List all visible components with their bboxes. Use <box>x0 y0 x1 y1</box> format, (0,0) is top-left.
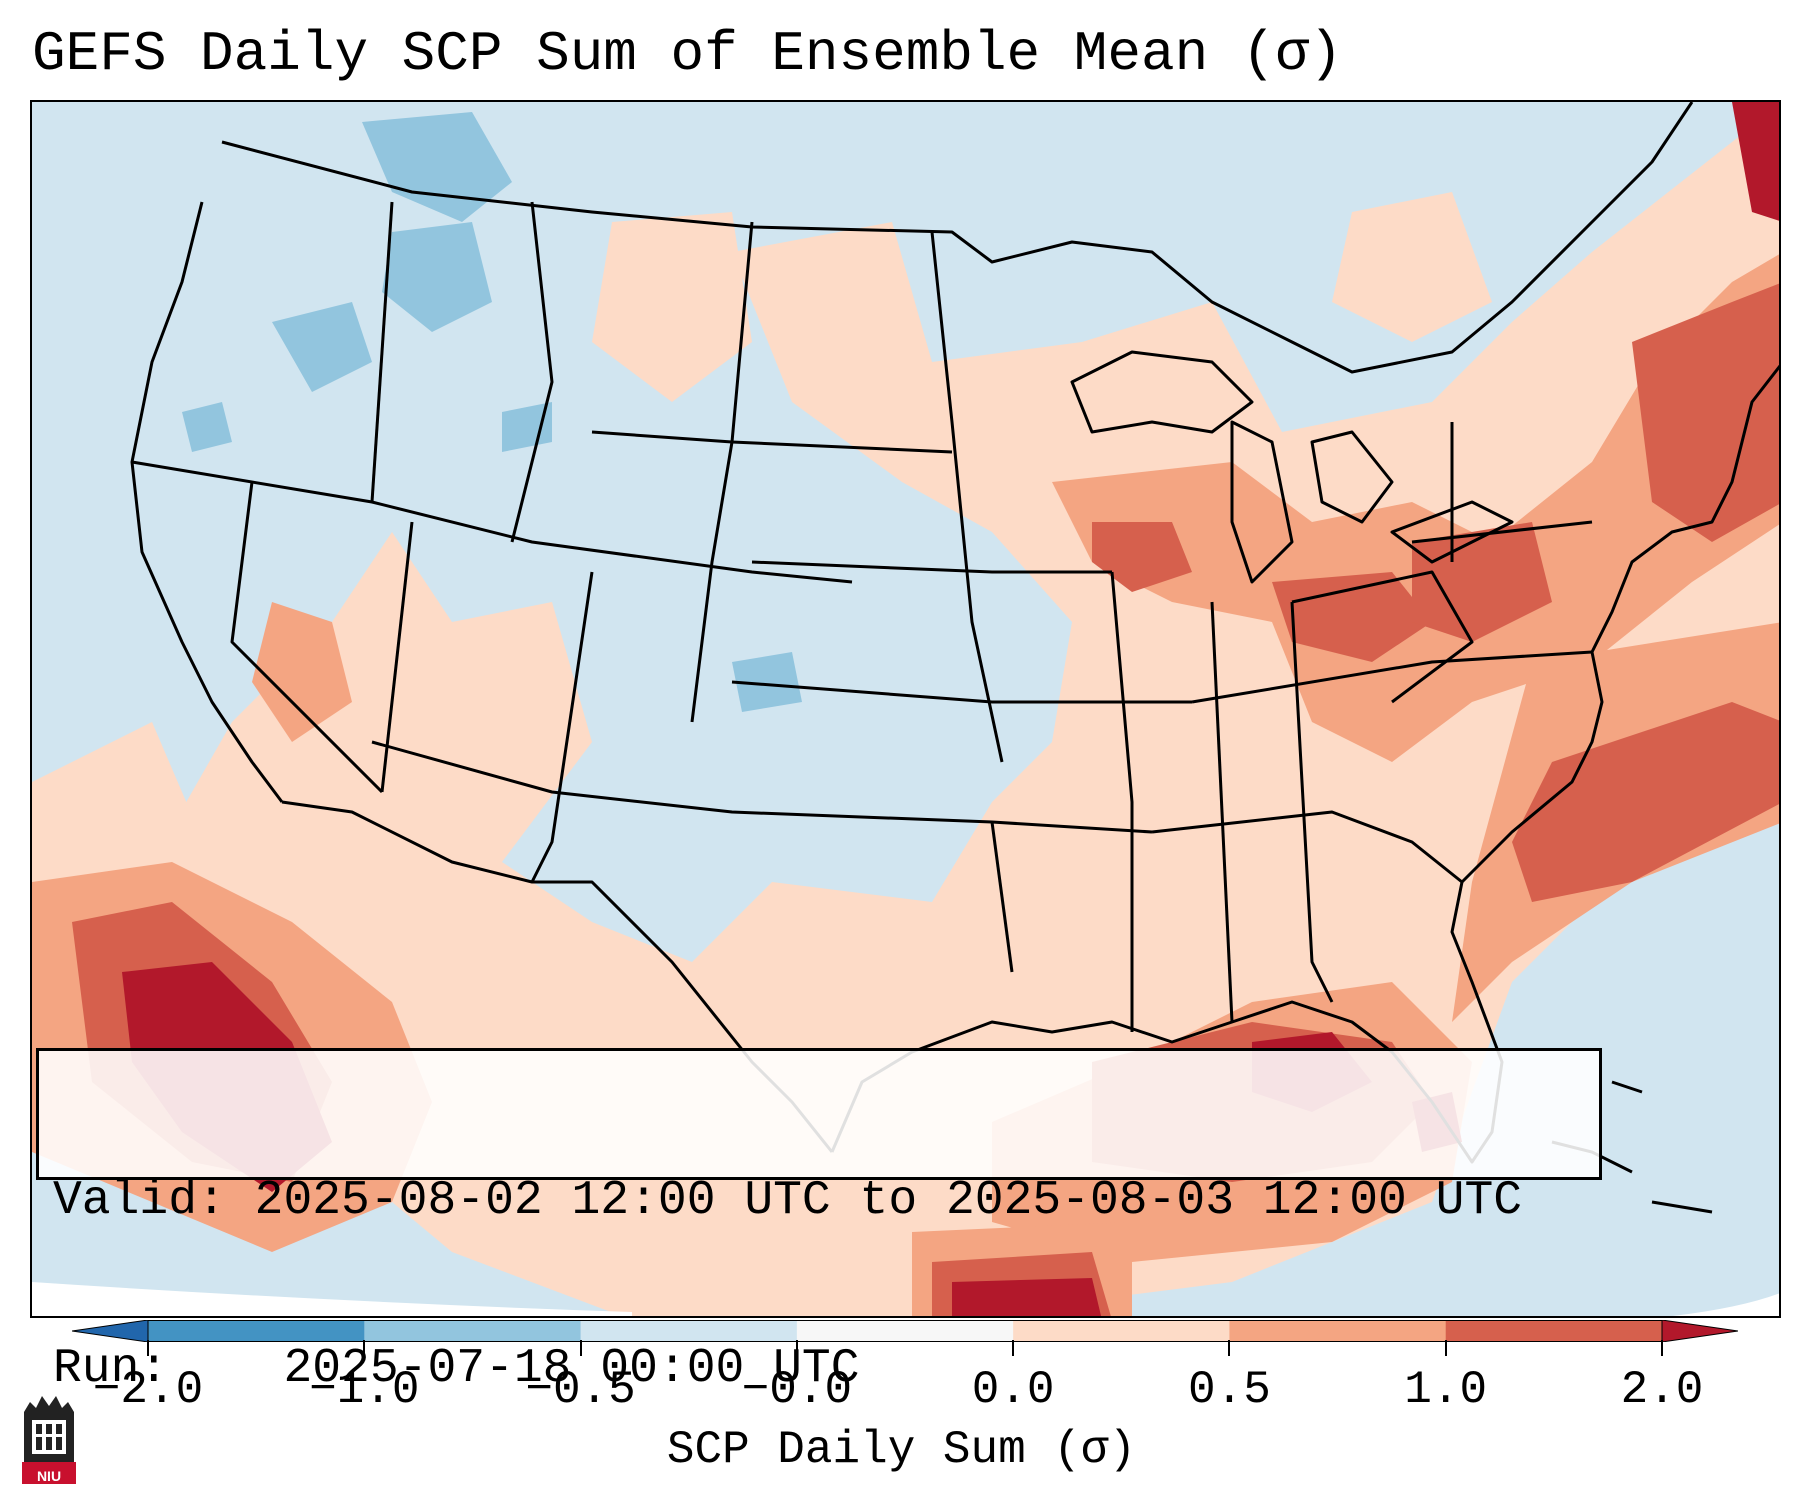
colorbar-tick-label: −2.0 <box>92 1364 204 1416</box>
run-value: 2025-07-18 00:00 UTC <box>283 1342 860 1396</box>
colorbar-tick-mark <box>1661 1340 1663 1356</box>
colorbar-tick-mark <box>579 1340 582 1356</box>
colorbar-tick-mark <box>147 1340 149 1356</box>
colorbar-tick-label: 1.0 <box>1404 1364 1488 1416</box>
colorbar-segment <box>1229 1320 1447 1342</box>
valid-line: Valid: 2025-08-02 12:00 UTC to 2025-08-0… <box>53 1173 1585 1229</box>
run-label: Run: <box>53 1342 169 1396</box>
colorbar-tick-mark <box>363 1340 366 1356</box>
valid-label: Valid: <box>53 1174 226 1228</box>
colorbar-segment <box>796 1320 1014 1342</box>
run-line: Run: 2025-07-18 00:00 UTC <box>53 1341 1585 1397</box>
colorbar <box>72 1320 1738 1342</box>
chart-title: GEFS Daily SCP Sum of Ensemble Mean (σ) <box>32 22 1343 86</box>
niu-logo-icon <box>22 1396 76 1484</box>
niu-logo-text: NIU <box>36 1468 62 1484</box>
valid-value: 2025-08-02 12:00 UTC to 2025-08-03 12:00… <box>254 1174 1523 1228</box>
colorbar-tick-label: −0.0 <box>741 1364 853 1416</box>
colorbar-tick-mark <box>1228 1340 1231 1356</box>
scp-negative-weak <box>182 112 802 712</box>
colorbar-segment <box>1013 1320 1230 1342</box>
projection-edge-right <box>1672 1293 1779 1316</box>
colorbar-tick-mark <box>1012 1340 1015 1356</box>
validity-info-box: Valid: 2025-08-02 12:00 UTC to 2025-08-0… <box>36 1048 1602 1396</box>
colorbar-label: SCP Daily Sum (σ) <box>666 1424 1137 1476</box>
colorbar-tick-mark <box>1444 1340 1447 1356</box>
colorbar-tick-label: 0.0 <box>971 1364 1055 1416</box>
colorbar-tick-label: −1.0 <box>309 1364 420 1416</box>
colorbar-tick-label: 2.0 <box>1620 1364 1704 1416</box>
colorbar-segment <box>580 1320 798 1342</box>
colorbar-tick-label: −0.5 <box>525 1364 636 1416</box>
colorbar-segment <box>1445 1320 1663 1342</box>
colorbar-tick-mark <box>795 1340 798 1356</box>
niu-logo: NIU <box>20 1392 78 1486</box>
colorbar-segment <box>364 1320 582 1342</box>
colorbar-tick-label: 0.5 <box>1188 1364 1271 1416</box>
colorbar-ticks: −2.0 −1.0 −0.5 −0.0 0.0 0.5 1.0 2.0 <box>0 1336 1803 1416</box>
colorbar-segment <box>148 1320 365 1342</box>
projection-edge-left <box>32 1282 632 1316</box>
boundary-lines <box>130 102 1779 1164</box>
colorbar-border <box>147 1320 1663 1342</box>
